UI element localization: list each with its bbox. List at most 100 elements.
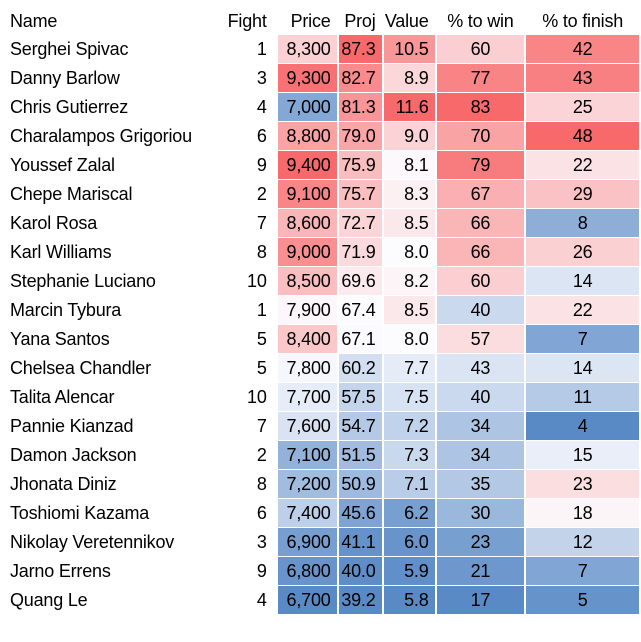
cell-name[interactable]: Quang Le — [10, 589, 88, 610]
cell-pct_to_win[interactable]: 23 — [436, 528, 525, 556]
cell-pct_to_finish[interactable]: 22 — [526, 151, 639, 179]
cell-pct_to_win[interactable]: 34 — [436, 441, 525, 469]
column-header-value[interactable]: Value — [384, 10, 429, 31]
cell-value[interactable]: 7.1 — [383, 470, 435, 498]
cell-pct_to_finish[interactable]: 42 — [526, 35, 639, 63]
cell-proj[interactable]: 82.7 — [338, 64, 382, 92]
cell-name[interactable]: Jhonata Diniz — [10, 473, 117, 494]
column-header-pct-to-win[interactable]: % to win — [447, 10, 514, 31]
cell-value[interactable]: 8.3 — [383, 180, 435, 208]
cell-price[interactable]: 7,000 — [277, 93, 337, 121]
cell-price[interactable]: 6,800 — [277, 557, 337, 585]
cell-pct_to_win[interactable]: 79 — [436, 151, 525, 179]
cell-proj[interactable]: 45.6 — [338, 499, 382, 527]
cell-fight[interactable]: 7 — [256, 212, 267, 233]
cell-price[interactable]: 7,900 — [277, 296, 337, 324]
cell-value[interactable]: 8.2 — [383, 267, 435, 295]
cell-name[interactable]: Karol Rosa — [10, 212, 98, 233]
cell-pct_to_finish[interactable]: 26 — [526, 238, 639, 266]
cell-name[interactable]: Danny Barlow — [10, 67, 120, 88]
cell-fight[interactable]: 3 — [256, 67, 267, 88]
cell-name[interactable]: Damon Jackson — [10, 444, 137, 465]
cell-price[interactable]: 7,700 — [277, 383, 337, 411]
cell-value[interactable]: 6.0 — [383, 528, 435, 556]
cell-pct_to_win[interactable]: 30 — [436, 499, 525, 527]
cell-pct_to_win[interactable]: 40 — [436, 296, 525, 324]
cell-pct_to_win[interactable]: 21 — [436, 557, 525, 585]
cell-fight[interactable]: 10 — [247, 386, 267, 407]
cell-proj[interactable]: 40.0 — [338, 557, 382, 585]
cell-value[interactable]: 8.0 — [383, 325, 435, 353]
cell-proj[interactable]: 71.9 — [338, 238, 382, 266]
cell-name[interactable]: Chelsea Chandler — [10, 357, 151, 378]
cell-name[interactable]: Stephanie Luciano — [10, 270, 156, 291]
cell-proj[interactable]: 67.4 — [338, 296, 382, 324]
cell-pct_to_win[interactable]: 67 — [436, 180, 525, 208]
cell-fight[interactable]: 10 — [247, 270, 267, 291]
cell-price[interactable]: 7,100 — [277, 441, 337, 469]
cell-pct_to_finish[interactable]: 29 — [526, 180, 639, 208]
cell-proj[interactable]: 81.3 — [338, 93, 382, 121]
cell-price[interactable]: 7,400 — [277, 499, 337, 527]
cell-pct_to_win[interactable]: 83 — [436, 93, 525, 121]
cell-pct_to_finish[interactable]: 11 — [526, 383, 639, 411]
cell-value[interactable]: 11.6 — [383, 93, 435, 121]
cell-name[interactable]: Karl Williams — [10, 241, 112, 262]
cell-price[interactable]: 8,500 — [277, 267, 337, 295]
cell-pct_to_win[interactable]: 70 — [436, 122, 525, 150]
cell-fight[interactable]: 1 — [256, 38, 267, 59]
cell-price[interactable]: 8,800 — [277, 122, 337, 150]
cell-pct_to_finish[interactable]: 5 — [526, 586, 639, 614]
cell-price[interactable]: 8,400 — [277, 325, 337, 353]
cell-proj[interactable]: 79.0 — [338, 122, 382, 150]
cell-value[interactable]: 10.5 — [383, 35, 435, 63]
cell-proj[interactable]: 50.9 — [338, 470, 382, 498]
cell-proj[interactable]: 75.7 — [338, 180, 382, 208]
cell-proj[interactable]: 39.2 — [338, 586, 382, 614]
cell-name[interactable]: Chris Gutierrez — [10, 96, 129, 117]
cell-value[interactable]: 9.0 — [383, 122, 435, 150]
cell-fight[interactable]: 2 — [256, 183, 267, 204]
cell-value[interactable]: 8.5 — [383, 296, 435, 324]
cell-pct_to_finish[interactable]: 14 — [526, 267, 639, 295]
cell-name[interactable]: Charalampos Grigoriou — [10, 125, 192, 146]
cell-fight[interactable]: 2 — [256, 444, 267, 465]
cell-price[interactable]: 7,600 — [277, 412, 337, 440]
cell-fight[interactable]: 5 — [256, 357, 267, 378]
cell-value[interactable]: 6.2 — [383, 499, 435, 527]
cell-proj[interactable]: 87.3 — [338, 35, 382, 63]
cell-name[interactable]: Toshiomi Kazama — [10, 502, 150, 523]
cell-value[interactable]: 8.0 — [383, 238, 435, 266]
cell-price[interactable]: 9,400 — [277, 151, 337, 179]
column-header-fight[interactable]: Fight — [227, 10, 267, 31]
cell-proj[interactable]: 60.2 — [338, 354, 382, 382]
cell-proj[interactable]: 69.6 — [338, 267, 382, 295]
cell-pct_to_finish[interactable]: 4 — [526, 412, 639, 440]
cell-value[interactable]: 5.8 — [383, 586, 435, 614]
cell-pct_to_finish[interactable]: 15 — [526, 441, 639, 469]
cell-pct_to_finish[interactable]: 7 — [526, 557, 639, 585]
cell-value[interactable]: 7.3 — [383, 441, 435, 469]
cell-price[interactable]: 7,200 — [277, 470, 337, 498]
cell-fight[interactable]: 3 — [256, 531, 267, 552]
cell-fight[interactable]: 1 — [256, 299, 267, 320]
cell-price[interactable]: 9,000 — [277, 238, 337, 266]
cell-fight[interactable]: 9 — [256, 154, 267, 175]
cell-price[interactable]: 6,700 — [277, 586, 337, 614]
cell-pct_to_finish[interactable]: 23 — [526, 470, 639, 498]
cell-price[interactable]: 8,300 — [277, 35, 337, 63]
cell-pct_to_finish[interactable]: 18 — [526, 499, 639, 527]
cell-proj[interactable]: 41.1 — [338, 528, 382, 556]
cell-name[interactable]: Pannie Kianzad — [10, 415, 134, 436]
cell-pct_to_win[interactable]: 60 — [436, 35, 525, 63]
cell-name[interactable]: Talita Alencar — [10, 386, 115, 407]
cell-price[interactable]: 7,800 — [277, 354, 337, 382]
cell-price[interactable]: 9,100 — [277, 180, 337, 208]
cell-pct_to_win[interactable]: 66 — [436, 209, 525, 237]
column-header-proj[interactable]: Proj — [344, 10, 376, 31]
cell-pct_to_win[interactable]: 57 — [436, 325, 525, 353]
cell-pct_to_win[interactable]: 77 — [436, 64, 525, 92]
column-header-price[interactable]: Price — [290, 10, 331, 31]
cell-value[interactable]: 8.9 — [383, 64, 435, 92]
cell-pct_to_win[interactable]: 60 — [436, 267, 525, 295]
